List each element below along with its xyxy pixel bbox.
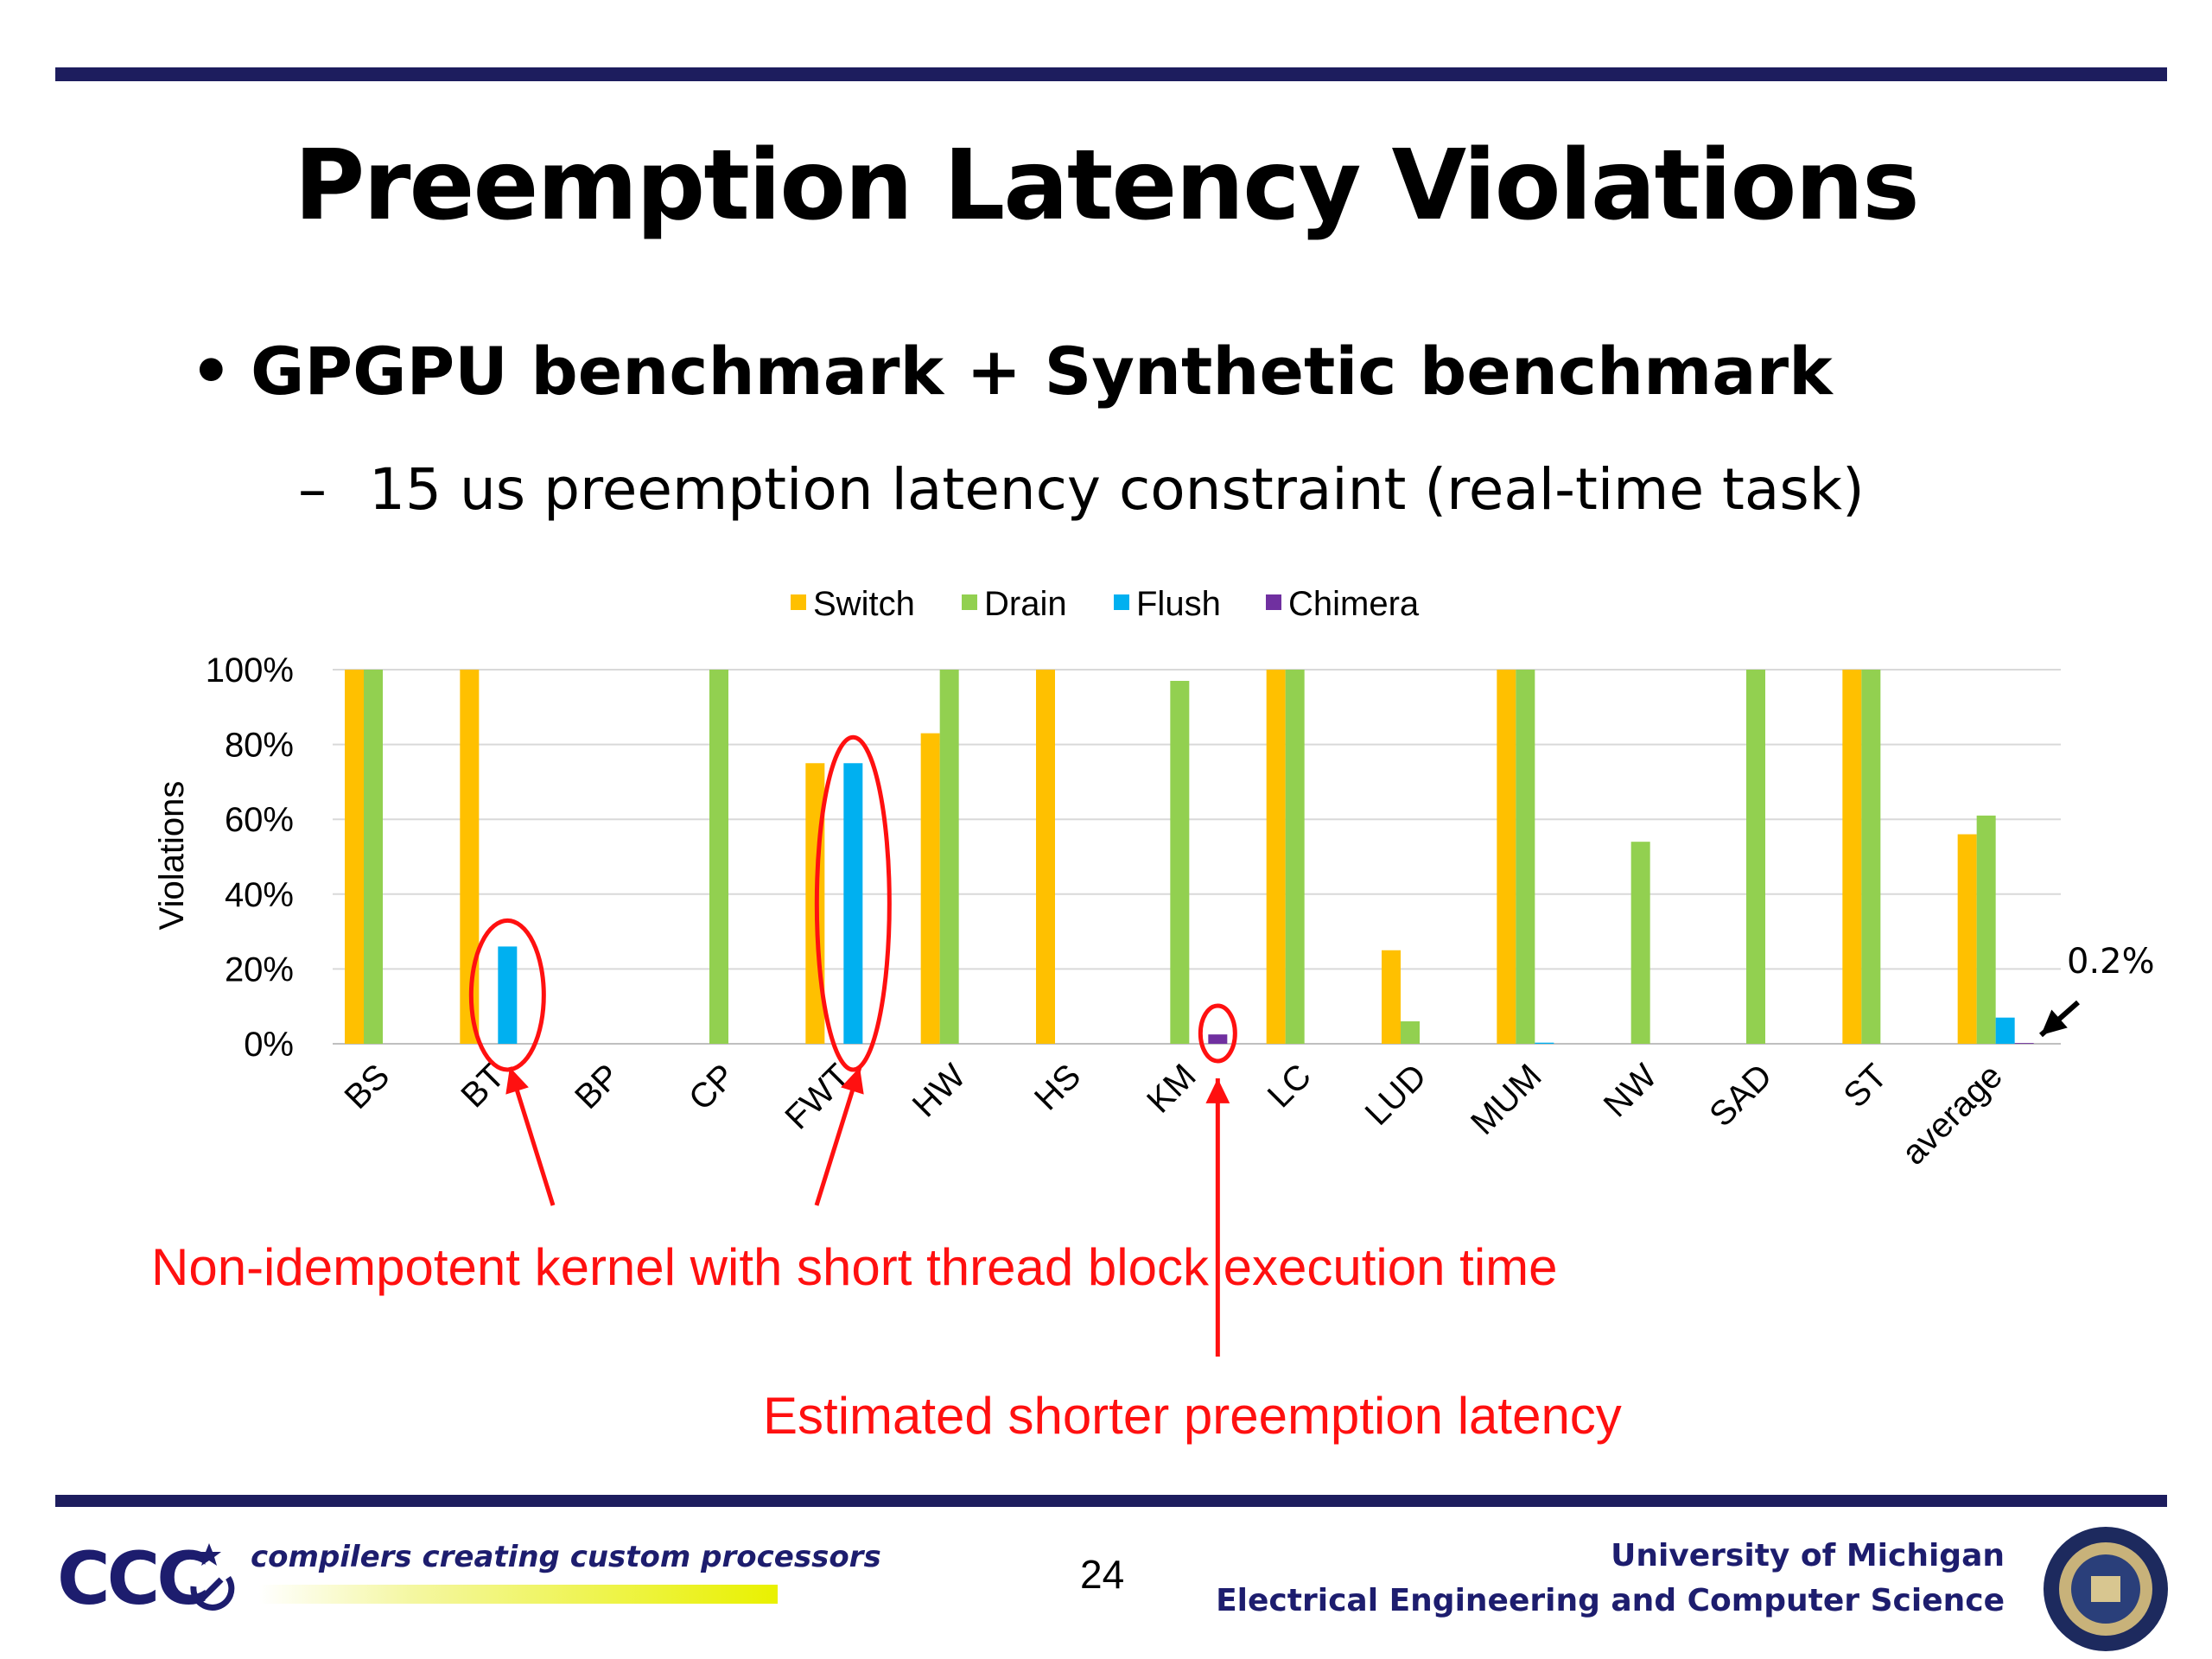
bar-chimera-average [2014,1043,2034,1044]
x-tick-label: HS [1027,1057,1088,1117]
y-tick-label: 60% [225,801,294,839]
legend-swatch-switch [791,594,806,610]
arrow-to-fwt [814,1066,864,1206]
y-axis-label: Violations [153,781,191,931]
legend-swatch-flush [1114,594,1129,610]
hammer-sickle-icon [190,1543,235,1611]
bar-drain-nw [1630,842,1650,1044]
bullet-point: • GPGPU benchmark + Synthetic benchmark [190,333,1833,410]
bar-switch-bs [345,670,364,1044]
bar-drain-cp [709,670,728,1044]
bar-flush-mum [1535,1042,1554,1044]
legend-label-drain: Drain [984,585,1067,623]
highlight-ellipse-km [1198,1003,1237,1064]
chart-bars [345,670,2034,1044]
bar-switch-lc [1266,670,1286,1044]
x-axis-ticks: BS BT BP CP FWT HW HS KM LC LUD MUM NW SAD ST average [338,1057,2011,1173]
arrow-to-km [1205,1078,1230,1357]
x-tick-label: BP [568,1057,627,1116]
bullet-text: GPGPU benchmark + Synthetic benchmark [251,333,1833,410]
callout-small-value: 0.2% [2067,942,2155,982]
legend-label-switch: Switch [813,585,915,623]
x-tick-label: MUM [1464,1057,1549,1142]
bar-drain-average [1976,815,1996,1044]
tagline-highlight-bar [259,1585,778,1604]
bar-drain-lud [1401,1021,1420,1044]
sub-bullet-text: 15 us preemption latency constraint (rea… [369,456,1865,523]
bar-switch-mum [1497,670,1516,1044]
x-tick-label: LUD [1358,1057,1434,1133]
highlight-ellipse-fwt [814,734,892,1072]
bar-drain-hw [939,670,959,1044]
legend-label-chimera: Chimera [1288,585,1420,623]
university-name: University of Michigan [1611,1538,2005,1573]
x-tick-label: BT [454,1057,512,1115]
bar-flush-average [1995,1017,2015,1044]
bottom-rule [55,1495,2167,1507]
violations-bar-chart: 0%20%40%60%80%100% BS BT BP CP FWT HW HS KM LC LU… [153,585,2080,1357]
chart-gridlines [333,669,2061,1045]
y-tick-label: 0% [244,1026,294,1064]
x-tick-label: HW [906,1057,973,1124]
arrow-to-average-chimera [2039,1000,2080,1038]
top-rule [55,67,2167,81]
highlight-ellipse-bt [468,918,546,1072]
bar-drain-st [1861,670,1881,1044]
slide-title: Preemption Latency Violations [294,130,1920,242]
x-tick-label: ST [1836,1057,1894,1115]
bullet-dot: • [190,333,232,410]
chart-legend: Switch Drain Flush Chimera [791,585,1420,623]
bar-switch-lud [1382,950,1401,1044]
bar-switch-bt [460,670,480,1044]
x-tick-label: average [1895,1057,2010,1172]
note-non-idempotent: Non-idempotent kernel with short thread … [151,1238,1558,1296]
x-tick-label: BS [338,1057,397,1116]
y-axis-ticks: 0% 20% 40% 60% 80% 100% [206,652,294,1064]
bar-chimera-km [1208,1034,1228,1044]
y-tick-label: 80% [225,727,294,765]
university-seal-icon [2044,1527,2168,1651]
bar-drain-lc [1285,670,1305,1044]
y-tick-label: 100% [206,652,294,690]
bar-switch-hs [1036,670,1055,1044]
x-tick-label: KM [1140,1057,1204,1121]
annotation-overlays [468,734,2080,1357]
bar-flush-bt [498,946,518,1044]
bar-switch-hw [920,733,940,1044]
arrow-to-bt [505,1066,556,1206]
y-tick-label: 40% [225,876,294,914]
ccc-tagline: compilers creating custom processors [251,1540,881,1574]
legend-swatch-chimera [1266,594,1281,610]
note-estimated-latency: Estimated shorter preemption latency [763,1387,1622,1445]
bar-switch-average [1957,834,1977,1044]
sub-bullet-dash: – [298,456,327,523]
y-tick-label: 20% [225,950,294,988]
x-tick-label: LC [1261,1057,1319,1115]
legend-swatch-drain [962,594,977,610]
bar-drain-bs [364,670,383,1044]
bar-switch-st [1842,670,1862,1044]
x-tick-label: NW [1597,1057,1664,1124]
page-number: 24 [1080,1552,1125,1597]
bar-drain-mum [1516,670,1535,1044]
legend-label-flush: Flush [1136,585,1221,623]
ccc-logo: CCC [57,1536,210,1621]
bar-drain-sad [1746,670,1765,1044]
bar-drain-km [1170,680,1190,1044]
bar-flush-fwt [843,763,863,1044]
x-tick-label: SAD [1702,1057,1779,1134]
department-name: Electrical Engineering and Computer Scie… [1216,1583,2005,1618]
x-tick-label: CP [682,1057,742,1117]
sub-bullet-point: –15 us preemption latency constraint (re… [298,456,1865,523]
